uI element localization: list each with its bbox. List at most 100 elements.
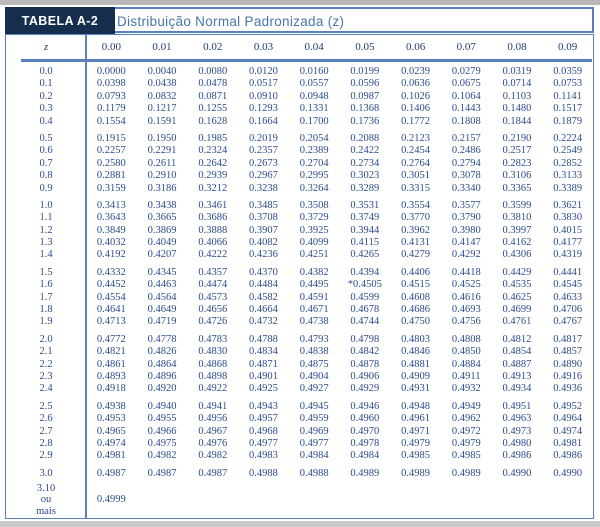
value-cell: 0.2734 [350, 157, 380, 169]
value-cell: 0.4893 [96, 370, 126, 382]
value-cell: 0.4177 [553, 237, 583, 249]
value-cell: 0.1293 [249, 103, 278, 115]
value-cell: 0.4904 [299, 370, 329, 382]
value-cell: 0.3665 [147, 212, 177, 224]
z-cell: 0.8 [39, 170, 53, 182]
table-row: 2.1 0.4821 0.4826 0.4830 0.4834 0.4838 0.4842 0… [6, 346, 593, 358]
value-cell: 0.1700 [299, 115, 329, 127]
value-cell: 0.4015 [553, 224, 583, 236]
value-cell: 0.3997 [502, 224, 532, 236]
value-cell: 0.4808 [451, 333, 481, 345]
value-cell: 0.4032 [96, 237, 126, 249]
table-row: 2.4 0.4918 0.4920 0.4922 0.4925 0.4927 0.4929 0… [6, 383, 593, 395]
value-cell: 0.4265 [350, 249, 380, 261]
value-cell: 0.2939 [198, 170, 228, 182]
value-cell: 0.4868 [198, 358, 228, 370]
value-cell: 0.0714 [502, 78, 532, 90]
value-cell: 0.4982 [198, 450, 228, 462]
table-title: Distribuição Normal Padronizada (z) [117, 14, 345, 29]
value-cell: 0.3365 [502, 182, 532, 194]
value-cell: 0.4974 [553, 425, 583, 437]
value-cell: 0.4981 [553, 437, 583, 449]
z-cell: 0.6 [39, 145, 53, 157]
value-cell: 0.2611 [147, 157, 177, 169]
z-cell: 3.10 ou mais [6, 483, 86, 518]
value-cell: 0.2517 [502, 145, 532, 157]
value-cell: 0.1331 [299, 103, 329, 115]
table-row: 0.4 0.1554 0.1591 0.1628 0.1664 0.1700 0.1736 0… [6, 116, 593, 128]
value-cell: 0.4452 [96, 279, 126, 291]
value-cell: 0.4864 [147, 358, 177, 370]
value-cell: 0.3264 [299, 182, 329, 194]
column-header-cell: 0.04 [304, 41, 324, 53]
value-cell: 0.1443 [451, 103, 481, 115]
value-cell: 0.4986 [502, 450, 532, 462]
table-row: 0.9 0.3159 0.3186 0.3212 0.3238 0.3264 0.3289 0… [6, 183, 593, 195]
value-cell: 0.2642 [198, 157, 228, 169]
value-cell: 0.3106 [502, 170, 532, 182]
page-edge-top [0, 0, 600, 5]
table-row: 1.0 0.3413 0.3438 0.3461 0.3485 0.3508 0.3531 0… [6, 200, 593, 212]
value-cell: 0.2704 [299, 157, 329, 169]
value-cell: 0.4931 [401, 383, 430, 395]
value-cell: 0.1554 [96, 115, 126, 127]
column-header-cell: 0.03 [253, 41, 274, 53]
value-cell: 0.3925 [299, 224, 329, 236]
column-header-cell: 0.02 [203, 41, 223, 53]
value-cell: 0.4953 [96, 413, 126, 425]
value-cell: 0.0438 [147, 78, 177, 90]
value-cell: 0.4463 [147, 279, 177, 291]
table-row: 1.1 0.3643 0.3665 0.3686 0.3708 0.3729 0.3749 0… [6, 212, 593, 224]
value-cell: 0.4406 [401, 266, 430, 278]
value-cell: 0.4162 [502, 237, 532, 249]
value-cell: 0.0557 [299, 78, 329, 90]
value-cell: 0.4938 [96, 400, 126, 412]
value-cell: 0.4878 [350, 358, 380, 370]
value-cell: 0.4236 [249, 249, 278, 261]
value-cell: 0.4973 [502, 425, 532, 437]
value-cell: 0.4940 [147, 400, 177, 412]
row-group: 2.5 0.4938 0.4940 0.4941 0.4943 0.4945 0.4946 0… [6, 401, 593, 463]
row-group: 0.0 0.0000 0.0040 0.0080 0.0120 0.0160 0.0199 0… [6, 66, 593, 128]
z-cell: 0.5 [39, 132, 53, 144]
value-cell: 0.3599 [502, 199, 532, 211]
value-cell: 0.2088 [350, 132, 380, 144]
value-cell: 0.4956 [198, 413, 228, 425]
value-cell: 0.1879 [553, 115, 583, 127]
table-row: 0.6 0.2257 0.2291 0.2324 0.2357 0.2389 0.2422 0… [6, 145, 593, 157]
value-cell: 0.4686 [401, 304, 430, 316]
value-cell: 0.4761 [502, 316, 532, 328]
value-cell: 0.4582 [249, 291, 278, 303]
value-cell: 0.3485 [249, 199, 278, 211]
row-group: 1.5 0.4332 0.4345 0.4357 0.4370 0.4382 0.4394 0… [6, 267, 593, 329]
value-cell: 0.4974 [96, 437, 126, 449]
value-cell: 0.4987 [96, 467, 126, 479]
value-cell: 0.4495 [299, 279, 329, 291]
table-row: 3.0 0.4987 0.4987 0.4987 0.4988 0.4988 0.4989 0… [6, 468, 593, 480]
value-cell: 0.0040 [147, 66, 177, 77]
value-cell: 0.2389 [299, 145, 329, 157]
value-cell: 0.2910 [147, 170, 177, 182]
value-cell: 0.4896 [147, 370, 177, 382]
value-cell: 0.2673 [249, 157, 278, 169]
z-cell: 2.3 [39, 370, 53, 382]
value-cell: 0.2881 [96, 170, 126, 182]
value-cell: 0.2764 [401, 157, 430, 169]
z-cell: 0.7 [39, 157, 53, 169]
z-cell: 2.6 [39, 413, 53, 425]
value-cell: 0.4656 [198, 304, 228, 316]
header-rule [21, 59, 592, 62]
value-cell: 0.0871 [198, 90, 228, 102]
value-cell: 0.3340 [451, 182, 481, 194]
value-cell: 0.2257 [96, 145, 126, 157]
value-cell: 0.0675 [451, 78, 481, 90]
value-cell: 0.4985 [451, 450, 481, 462]
value-cell: 0.4988 [249, 467, 278, 479]
value-cell: 0.4961 [401, 413, 430, 425]
table-row: 2.8 0.4974 0.4975 0.4976 0.4977 0.4977 0.4978 0… [6, 438, 593, 450]
value-cell: 0.2580 [96, 157, 126, 169]
table-row: 1.6 0.4452 0.4463 0.4474 0.4484 0.4495 *0.4505… [6, 279, 593, 291]
z-cell: 0.3 [39, 103, 53, 115]
value-cell: 0.1628 [198, 115, 228, 127]
value-cell: 0.4943 [249, 400, 278, 412]
